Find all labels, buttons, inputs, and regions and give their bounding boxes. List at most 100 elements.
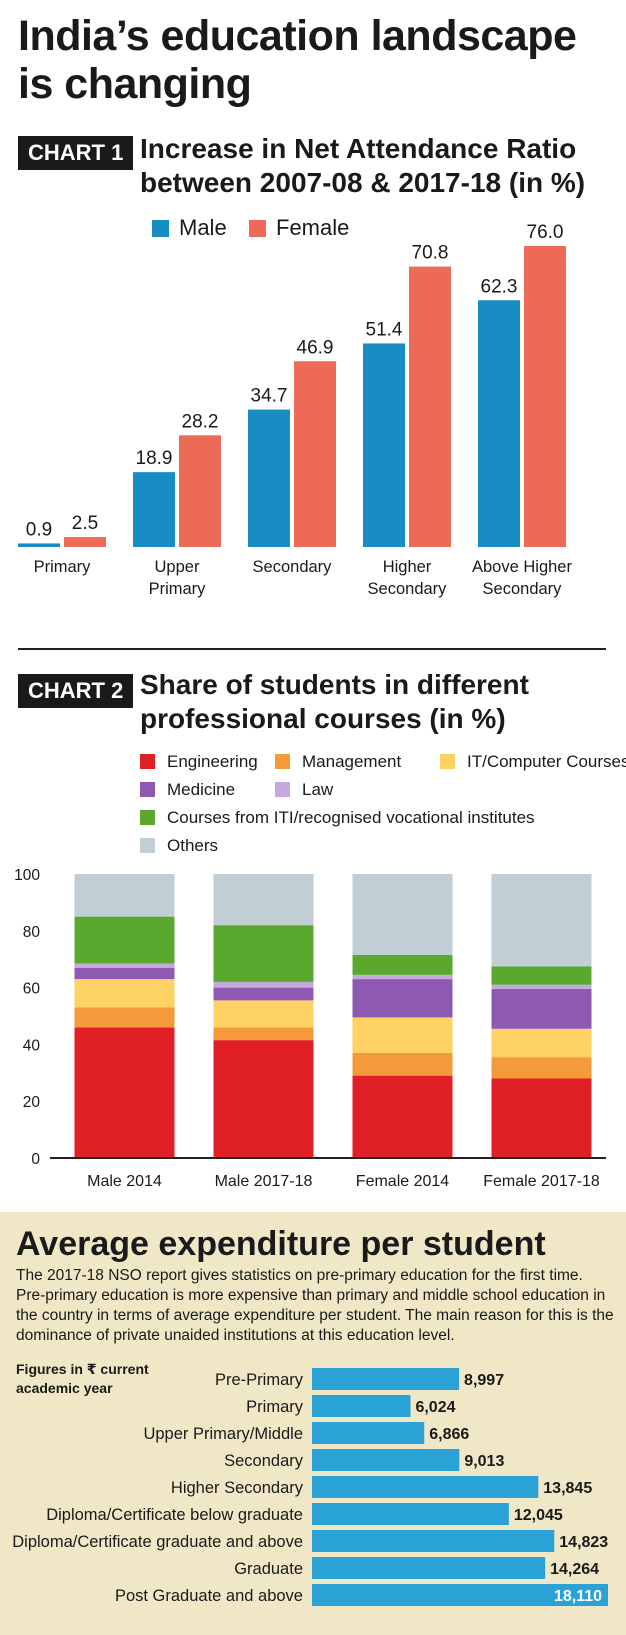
chart-2-bar-segment bbox=[352, 979, 453, 1018]
chart-1-tag: CHART 1 bbox=[18, 136, 134, 170]
expenditure-category-label: Higher Secondary bbox=[171, 1479, 304, 1497]
chart-2-bar-segment bbox=[74, 979, 175, 1008]
chart-1-bar bbox=[133, 472, 175, 547]
chart-2-legend-swatch bbox=[440, 754, 455, 769]
chart-2-category-label: Male 2017-18 bbox=[215, 1173, 313, 1190]
chart-2-legend-swatch bbox=[140, 754, 155, 769]
chart-2-y-tick-label: 60 bbox=[23, 981, 41, 998]
chart-2-bar-segment bbox=[491, 1078, 592, 1158]
chart-2-category-label: Female 2014 bbox=[356, 1173, 449, 1190]
chart-2-bar-segment bbox=[491, 984, 592, 990]
chart-2-bar-segment bbox=[74, 963, 175, 968]
chart-1-bar bbox=[524, 246, 566, 547]
expenditure-category-label: Graduate bbox=[234, 1560, 303, 1578]
chart-2-y-tick-label: 20 bbox=[23, 1094, 41, 1111]
chart-1-bar bbox=[478, 300, 520, 547]
chart-1-legend-swatch-male bbox=[152, 220, 169, 237]
chart-2-y-tick-label: 0 bbox=[31, 1151, 40, 1168]
chart-2-legend-label: Management bbox=[302, 752, 402, 771]
chart-2-bar-segment bbox=[213, 1000, 314, 1028]
chart-2-bar-segment bbox=[352, 1052, 453, 1076]
expenditure-bar bbox=[312, 1422, 425, 1444]
chart-2-bar-segment bbox=[352, 1075, 453, 1158]
chart-2-bar-segment bbox=[74, 1007, 175, 1028]
chart-2-legend-label: Others bbox=[167, 836, 219, 855]
expenditure-category-label: Secondary bbox=[224, 1452, 304, 1470]
chart-2-tag: CHART 2 bbox=[18, 674, 134, 708]
chart-2-bar-segment bbox=[213, 1027, 314, 1041]
expenditure-title: Average expenditure per student bbox=[16, 1225, 546, 1263]
chart-1-category-label: Higher bbox=[383, 558, 432, 576]
chart-1-category-label: Upper bbox=[155, 558, 200, 576]
chart-1-category-label: Primary bbox=[34, 558, 92, 576]
chart-1-value-label: 2.5 bbox=[72, 513, 98, 534]
chart-1-bar bbox=[294, 361, 336, 547]
chart-2-bar-segment bbox=[213, 874, 314, 926]
expenditure-value-label: 12,045 bbox=[514, 1507, 563, 1524]
chart-2-legend-swatch bbox=[275, 782, 290, 797]
chart-2-y-tick-label: 100 bbox=[14, 867, 40, 884]
chart-2-legend-item: IT/Computer Courses bbox=[440, 752, 626, 772]
chart-2-bar-segment bbox=[491, 989, 592, 1029]
chart-1-value-label: 76.0 bbox=[527, 222, 564, 243]
expenditure-value-label: 6,866 bbox=[429, 1426, 469, 1443]
chart-2-legend-swatch bbox=[140, 838, 155, 853]
expenditure-bar bbox=[312, 1395, 411, 1417]
chart-2-bar-segment bbox=[352, 954, 453, 975]
chart-1-category-label: Secondary bbox=[483, 580, 563, 598]
chart-1-heading: Increase in Net Attendance Ratio between… bbox=[140, 133, 586, 198]
expenditure-note: Figures in ₹ current academic year bbox=[16, 1361, 149, 1396]
chart-2-legend-item: Law bbox=[275, 780, 333, 800]
chart-2-stacked-bar-chart: 0 20 40 60 80 100 Male 2014 Male 2017-18 Female … bbox=[14, 867, 606, 1190]
expenditure-category-label: Pre-Primary bbox=[215, 1371, 304, 1389]
chart-2-legend-item: Engineering bbox=[140, 752, 258, 772]
chart-2-legend-swatch bbox=[140, 810, 155, 825]
chart-2-bar-segment bbox=[352, 974, 453, 980]
chart-2-legend-label: Engineering bbox=[167, 752, 258, 771]
chart-1-value-label: 18.9 bbox=[136, 448, 173, 469]
chart-1-legend-label-male: Male bbox=[179, 215, 227, 240]
chart-2-bar-segment bbox=[352, 1017, 453, 1053]
expenditure-bar bbox=[312, 1530, 555, 1552]
chart-1-legend-label-female: Female bbox=[276, 215, 349, 240]
expenditure-category-label: Upper Primary/Middle bbox=[143, 1425, 303, 1443]
chart-2-legend-item: Management bbox=[275, 752, 401, 772]
chart-2-bar-segment bbox=[213, 1040, 314, 1158]
expenditure-panel: Average expenditure per student The 2017… bbox=[0, 1212, 626, 1635]
chart-2-legend-item: Courses from ITI/recognised vocational i… bbox=[140, 808, 535, 828]
chart-1-category-label: Primary bbox=[149, 580, 207, 598]
chart-2-legend-swatch bbox=[275, 754, 290, 769]
chart-2-bar-segment bbox=[213, 981, 314, 988]
chart-1-bar bbox=[18, 543, 60, 547]
expenditure-bar bbox=[312, 1449, 460, 1471]
expenditure-bar bbox=[312, 1584, 608, 1606]
chart-2-bar-segment bbox=[491, 966, 592, 985]
chart-1-legend-swatch-female bbox=[249, 220, 266, 237]
chart-2-bar-segment bbox=[213, 987, 314, 1001]
chart-2-bar-segment bbox=[74, 967, 175, 980]
expenditure-value-label: 14,823 bbox=[559, 1534, 608, 1551]
chart-1-category-label: Above Higher bbox=[472, 558, 572, 576]
chart-1-value-label: 28.2 bbox=[182, 411, 219, 432]
chart-2-legend-label: Medicine bbox=[167, 780, 236, 799]
chart-1-value-label: 70.8 bbox=[412, 243, 449, 264]
expenditure-bar bbox=[312, 1503, 509, 1525]
expenditure-category-label: Primary bbox=[246, 1398, 304, 1416]
chart-2-legend-label: Law bbox=[302, 780, 334, 799]
chart-1-bar bbox=[248, 409, 290, 547]
chart-1-value-label: 51.4 bbox=[366, 319, 403, 340]
chart-1-value-label: 62.3 bbox=[481, 276, 518, 297]
expenditure-bar-chart: Pre-Primary 8,997 Primary 6,024 Upper Primar… bbox=[12, 1368, 608, 1606]
chart-1-category-label: Secondary bbox=[368, 580, 448, 598]
chart-2-y-tick-label: 80 bbox=[23, 924, 41, 941]
chart-2-legend-label: IT/Computer Courses bbox=[467, 752, 626, 771]
chart-1-value-label: 46.9 bbox=[297, 337, 334, 358]
chart-2-bar-segment bbox=[352, 874, 453, 955]
expenditure-value-label: 6,024 bbox=[415, 1399, 455, 1416]
expenditure-value-label: 14,264 bbox=[550, 1561, 599, 1578]
expenditure-value-label: 18,110 bbox=[554, 1588, 602, 1605]
expenditure-bar bbox=[312, 1476, 539, 1498]
expenditure-bar bbox=[312, 1557, 546, 1579]
expenditure-bar bbox=[312, 1368, 460, 1390]
expenditure-description: The 2017-18 NSO report gives statistics … bbox=[16, 1267, 614, 1344]
